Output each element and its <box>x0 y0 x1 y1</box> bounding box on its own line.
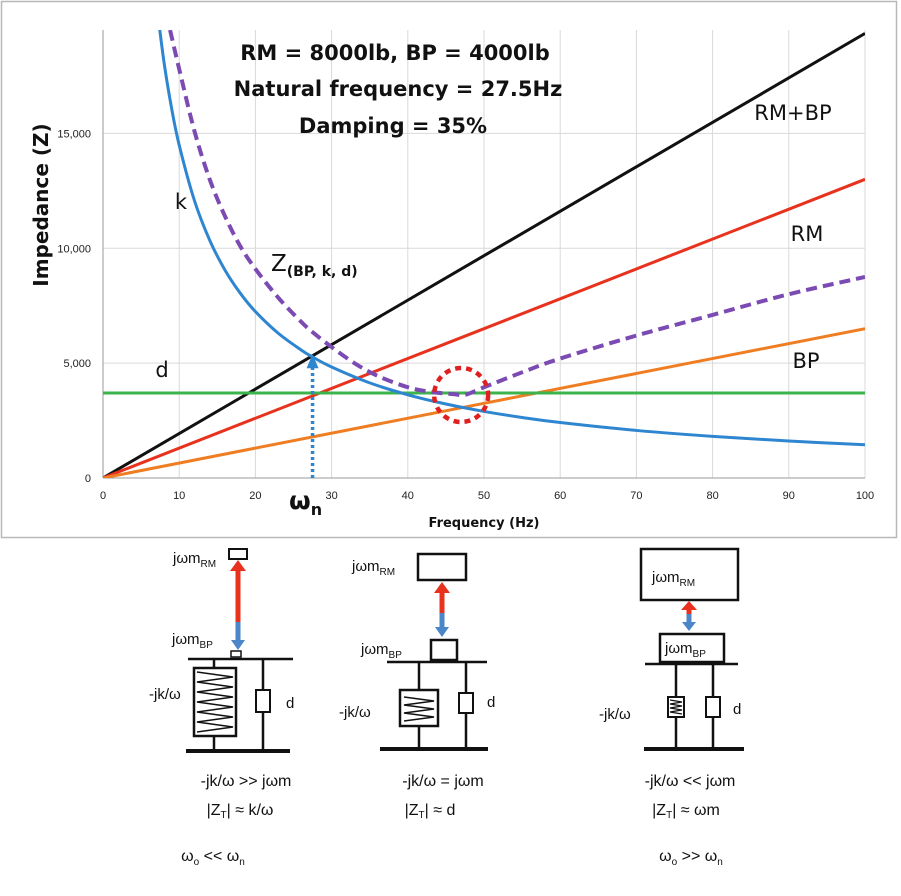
y-tick-label: 10,000 <box>57 243 91 255</box>
diagram3-rm-mass <box>639 547 740 602</box>
x-tick-label: 70 <box>630 490 642 502</box>
diagram2-eq2: |ZT| ≈ d <box>405 802 456 821</box>
y-tick-label: 0 <box>85 473 91 485</box>
series-line-k <box>158 30 865 447</box>
diagram2-blue-arrowhead <box>435 627 449 637</box>
x-axis-ticks: 0 10 20 30 40 50 60 70 80 90 100 <box>100 490 874 502</box>
series-label-rm-bp: RM+BP <box>754 101 831 125</box>
diagram1-rm-mass <box>228 548 248 560</box>
series-label-z: Z(BP, k, d) <box>271 251 358 280</box>
diagram3-spring-label: -jk/ω <box>599 706 631 723</box>
y-axis-ticks: 0 5,000 10,000 15,000 <box>57 128 91 485</box>
y-tick-label: 15,000 <box>57 128 91 140</box>
x-tick-label: 30 <box>325 490 337 502</box>
x-tick-label: 80 <box>706 490 718 502</box>
diagram1-red-arrowhead <box>230 560 246 571</box>
diagram3-blue-arrowhead <box>682 622 696 631</box>
diagram3-damper-label: d <box>733 701 741 718</box>
x-tick-label: 50 <box>478 490 490 502</box>
diagram1-condition: ωo << ωn <box>181 848 245 868</box>
diagram3-eq2: |ZT| ≈ ωm <box>652 802 720 821</box>
diagram1-spring-label: -jk/ω <box>149 686 181 703</box>
diagram1-eq1: -jk/ω >> jωm <box>201 773 292 790</box>
diagram1-spring-coil <box>196 671 234 733</box>
chart-title-line-3: Damping = 35% <box>299 114 487 138</box>
diagram1-blue-arrowhead <box>231 640 245 650</box>
diagram2-red-arrowhead <box>434 582 450 593</box>
x-tick-label: 40 <box>402 490 414 502</box>
diagram1-bp-mass <box>230 650 242 658</box>
diagram3-red-arrowhead <box>681 601 697 610</box>
series-line-bp <box>103 327 865 478</box>
chart-frame <box>0 0 898 539</box>
resonance-circle <box>431 365 491 425</box>
diagram2-rm-mass <box>416 552 468 582</box>
x-tick-label: 60 <box>554 490 566 502</box>
x-tick-label: 90 <box>783 490 795 502</box>
diagram3-bp-mass <box>658 632 726 664</box>
diagram1-rm-label: jωmRM <box>172 550 216 570</box>
x-tick-label: 100 <box>856 490 874 502</box>
diagram1-bp-label: jωmBP <box>171 631 213 651</box>
series-line-rm <box>103 177 865 478</box>
series-label-d: d <box>155 358 168 382</box>
diagram3-damper <box>705 696 721 718</box>
diagram2-spring-coil <box>403 696 435 722</box>
diagram1-damper <box>255 689 271 713</box>
diagram2-rm-label: jωmRM <box>351 558 395 578</box>
diagram2-eq1: -jk/ω = jωm <box>402 773 483 790</box>
diagram1-eq2: |ZT| ≈ k/ω <box>207 802 274 821</box>
diagram3-rm-label: jωmRM <box>651 569 695 589</box>
diagram-resonance: jωmRM jωmBP -jk/ω d -jk/ω = jωm |ZT| ≈ d <box>339 552 495 821</box>
chart-title-line-2: Natural frequency = 27.5Hz <box>234 77 563 101</box>
x-axis-label: Frequency (Hz) <box>429 516 540 531</box>
diagram2-spring-label: -jk/ω <box>339 704 371 721</box>
x-tick-label: 20 <box>249 490 261 502</box>
x-tick-label: 10 <box>173 490 185 502</box>
series-line-z-bp-k-d <box>168 30 865 398</box>
diagram-low-frequency: jωmRM jωmBP -jk/ω d -jk/ω >> jωm |ZT| ≈ … <box>149 548 294 868</box>
natural-frequency-arrowhead <box>306 354 319 369</box>
diagram3-eq1: -jk/ω << jωm <box>645 773 736 790</box>
series-label-rm: RM <box>791 222 824 246</box>
x-tick-label: 0 <box>100 490 106 502</box>
series-label-bp: BP <box>792 349 819 373</box>
diagram2-damper <box>458 692 474 714</box>
series-label-k: k <box>175 190 188 214</box>
diagram-high-frequency: jωmRM jωmBP -jk/ω d -jk/ω << jωm |ZT| ≈ … <box>599 547 744 868</box>
diagram2-damper-label: d <box>487 694 495 711</box>
y-tick-label: 5,000 <box>63 358 91 370</box>
diagram2-bp-mass <box>429 638 459 662</box>
diagram1-damper-label: d <box>286 695 294 712</box>
diagram2-bp-label: jωmBP <box>360 641 402 661</box>
natural-frequency-label: ωn <box>289 486 322 519</box>
diagram3-condition: ωo >> ωn <box>659 848 723 868</box>
series-line-rm-bp <box>103 32 865 478</box>
y-axis-label: Impedance (Z) <box>29 123 53 286</box>
chart-title-line-1: RM = 8000lb, BP = 4000lb <box>240 41 550 65</box>
diagram3-bp-label: jωmBP <box>664 640 706 660</box>
diagram3-spring-coil <box>669 699 683 715</box>
